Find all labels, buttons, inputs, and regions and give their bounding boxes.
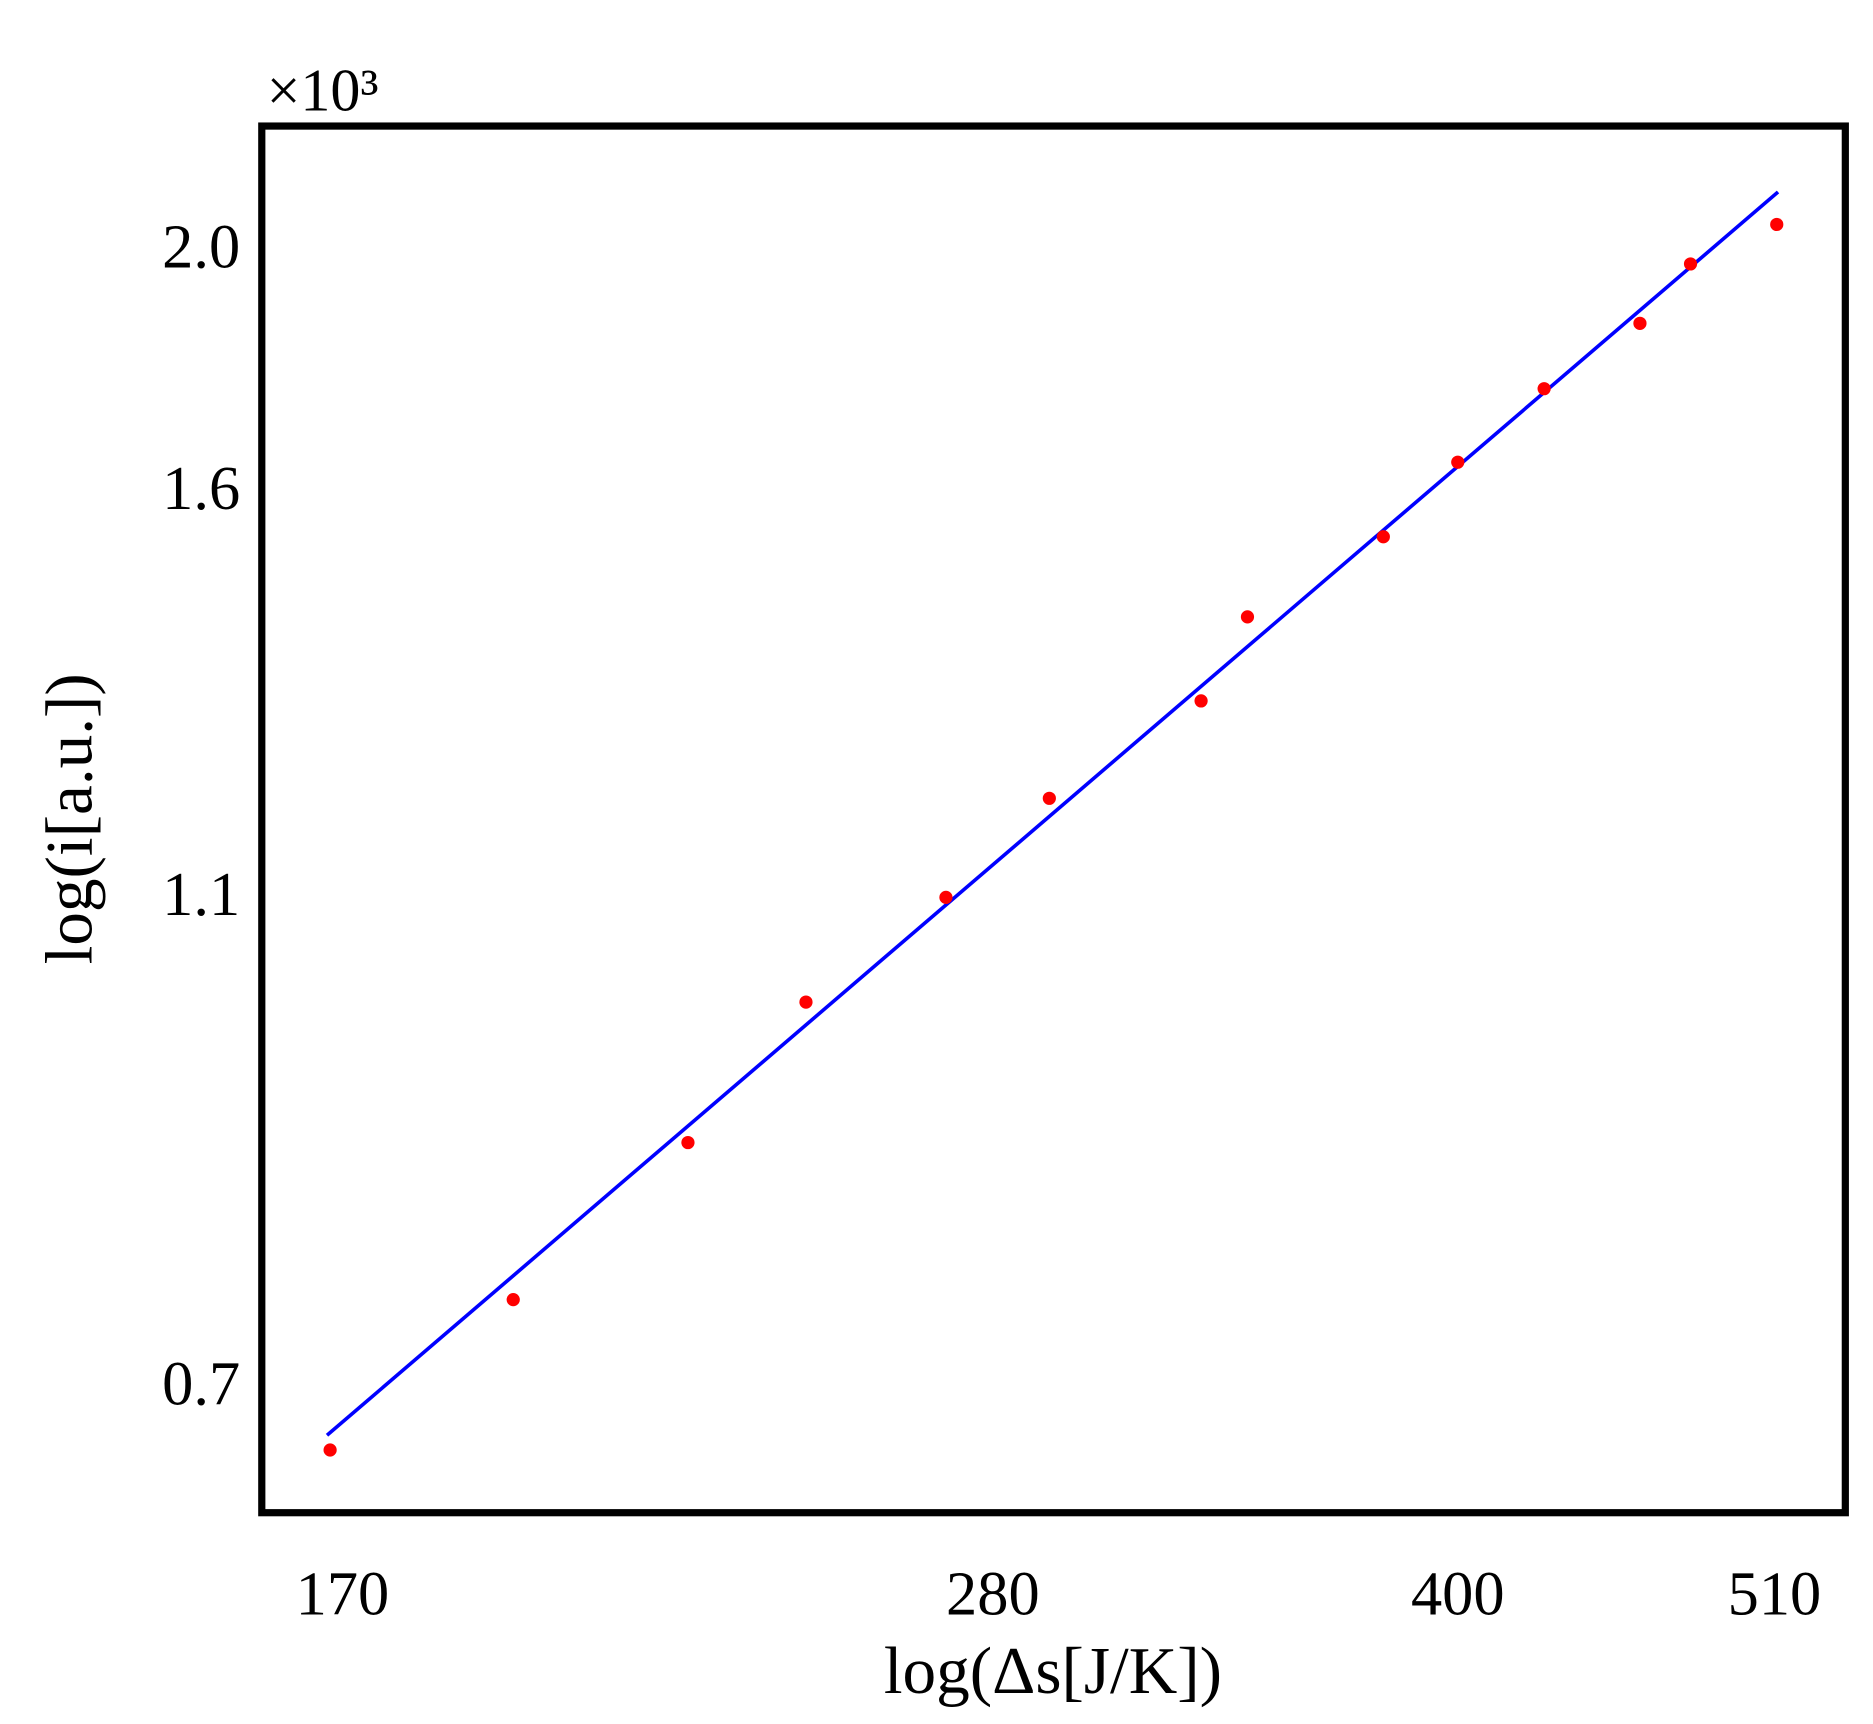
data-point [1683,257,1698,271]
x-tick-label: 170 [296,1559,390,1629]
y-tick-label: 1.1 [162,859,240,929]
x-axis-label: log(Δs[J/K]) [884,1633,1222,1708]
x-tick-label: 400 [1411,1559,1505,1629]
y-tick-label: 2.0 [162,212,240,282]
plot-area [323,190,1784,1457]
axes-frame [258,122,1849,1517]
data-point [939,890,953,904]
data-point [1240,610,1255,624]
data-point [323,1443,337,1457]
y-multiplier: ×10³ [267,57,379,123]
y-axis-label: log(i[a.u.]) [31,673,106,964]
data-point [1042,791,1056,805]
fit-line [325,190,1780,1437]
data-point [1194,694,1208,708]
data-point [506,1293,520,1307]
data-point [1537,382,1551,396]
data-point [1770,217,1784,232]
x-tick-label: 280 [946,1559,1040,1629]
y-tick-label: 1.6 [162,453,240,523]
data-point [1451,455,1465,469]
data-point [1376,530,1390,544]
y-tick-label: 0.7 [162,1349,240,1419]
data-point [1633,316,1647,330]
data-point [681,1135,695,1150]
x-tick-label: 510 [1728,1559,1822,1629]
data-point [799,995,813,1009]
